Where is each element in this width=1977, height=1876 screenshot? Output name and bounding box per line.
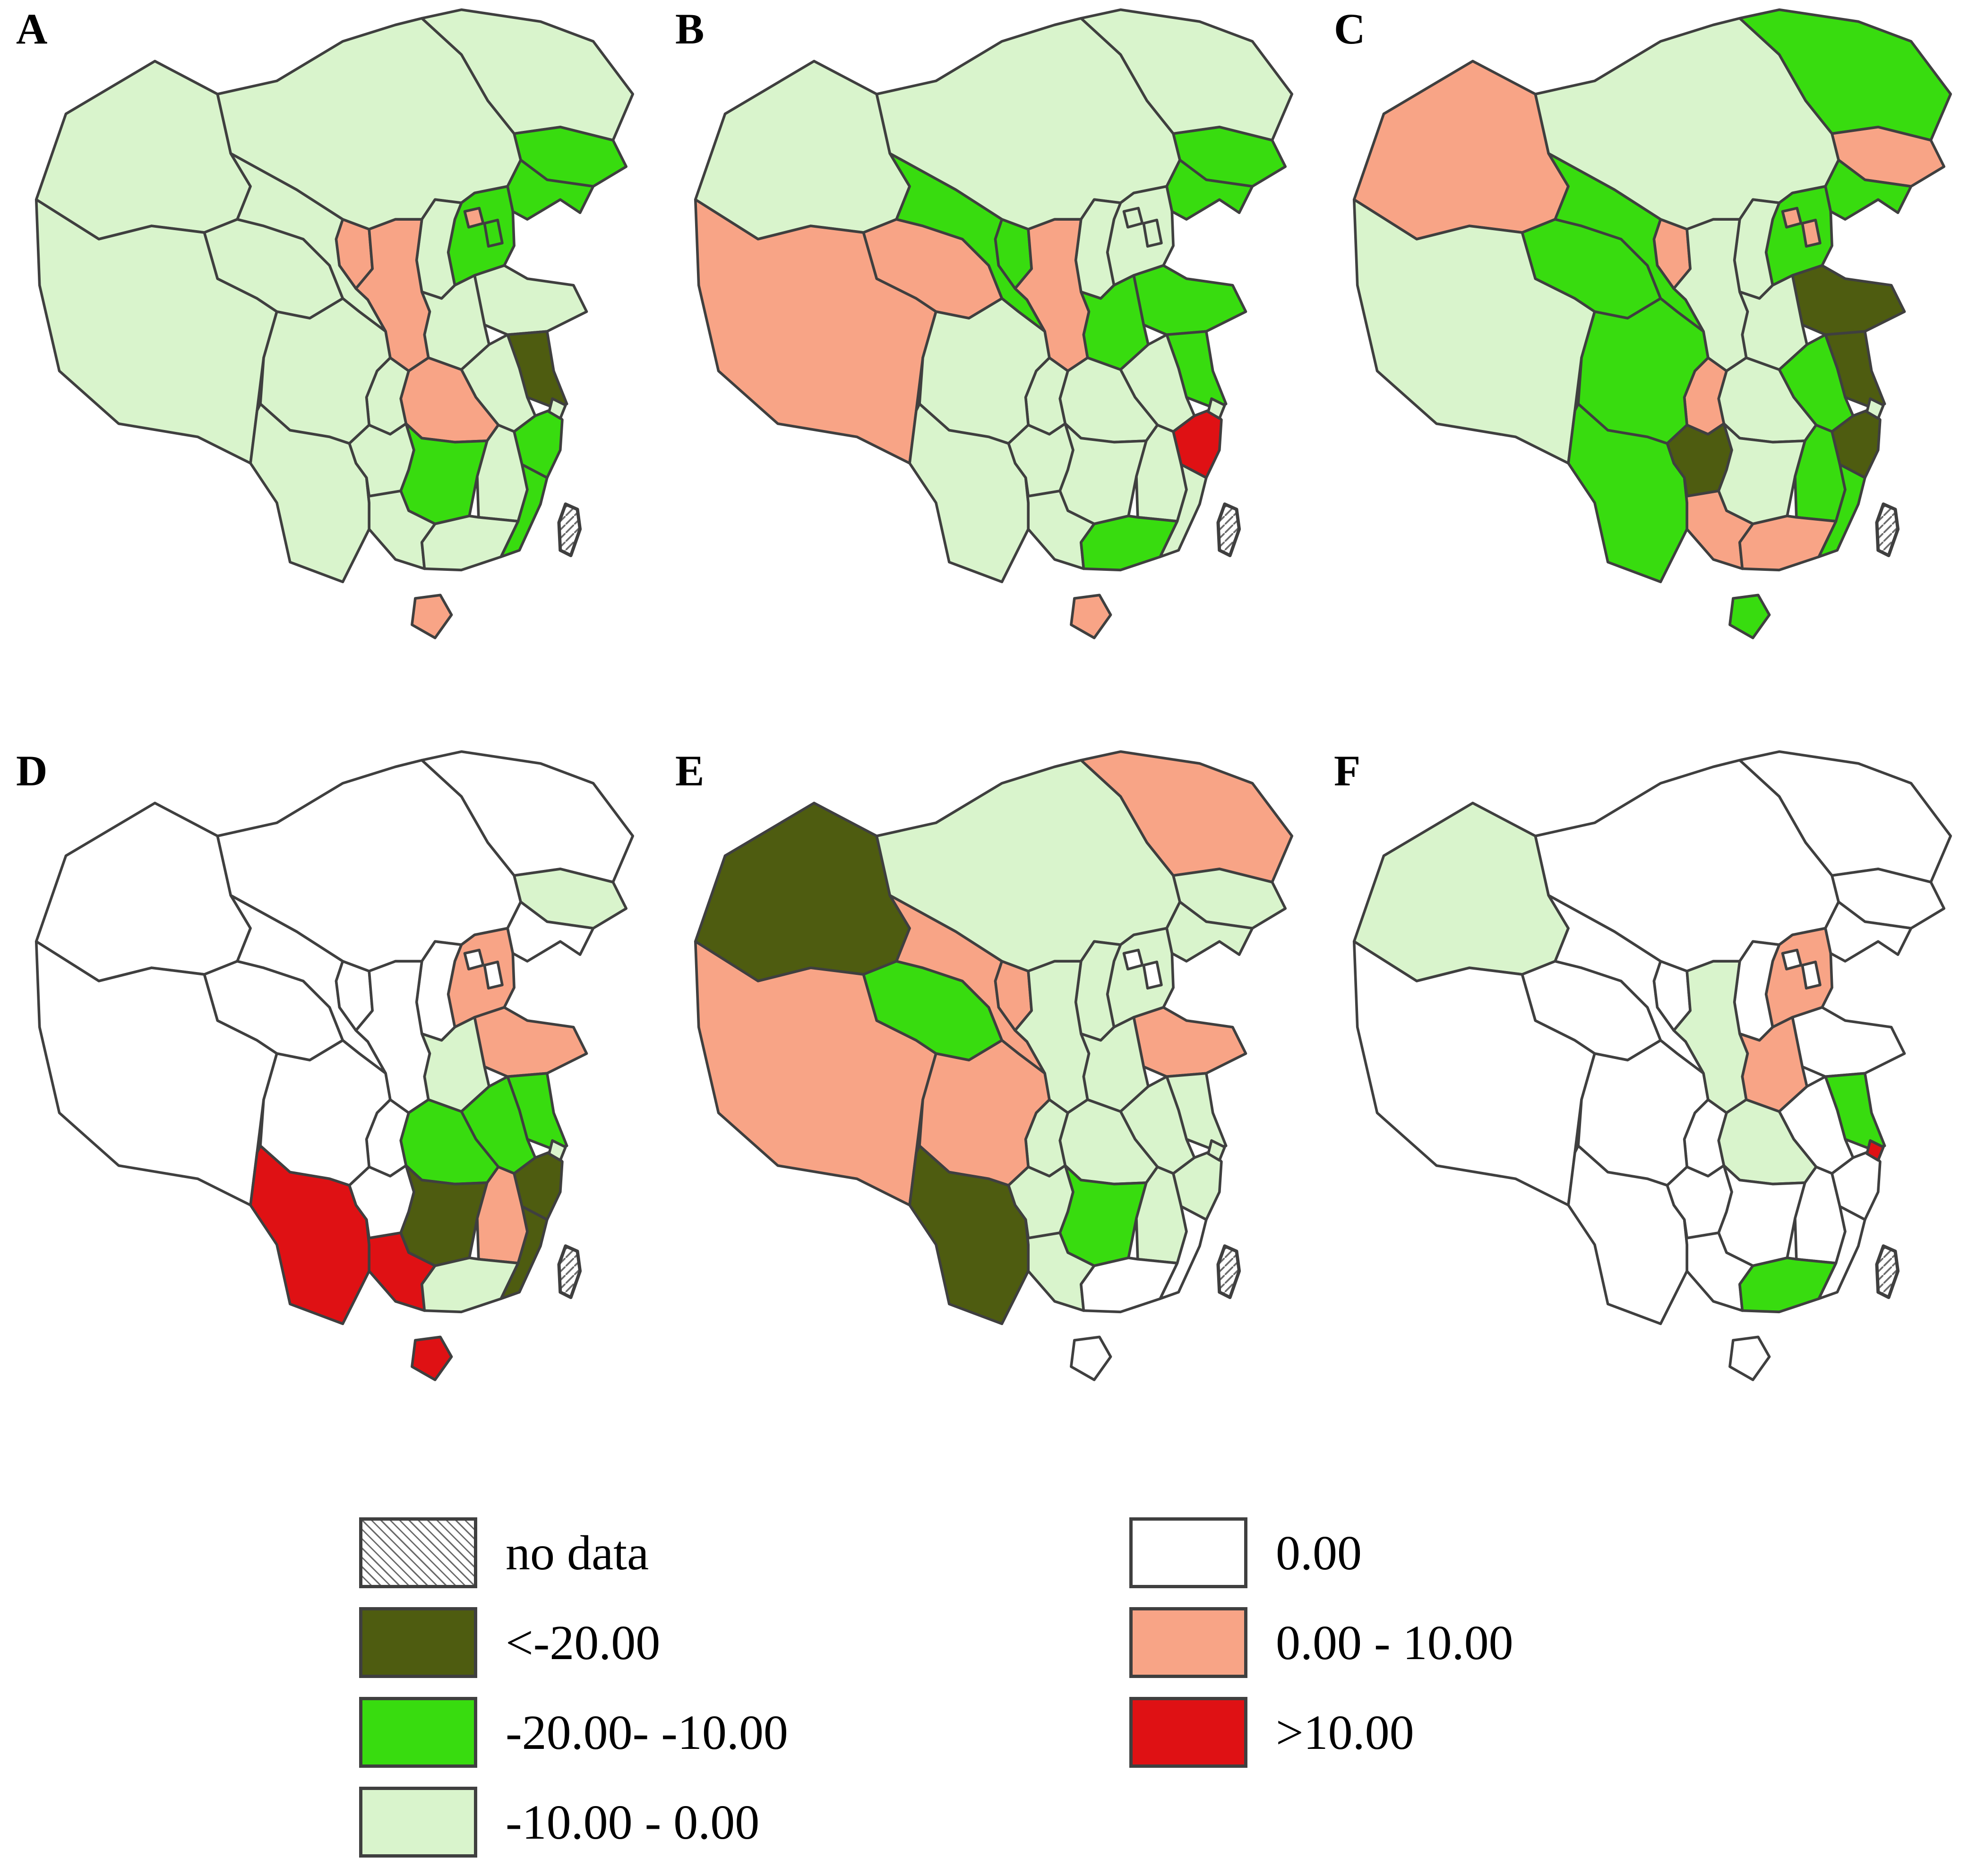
- province-hainan-c: [1728, 594, 1771, 639]
- province-xinjiang-a: [34, 60, 252, 241]
- province-tianjin-f: [1801, 960, 1822, 990]
- province-taiwan-d: [557, 1244, 582, 1299]
- province-shanghai-f: [1865, 1139, 1885, 1162]
- province-shandong-b: [1132, 264, 1247, 336]
- province-guangdong-b: [1080, 515, 1179, 572]
- province-xinjiang-b: [694, 60, 911, 241]
- province-beijing-c: [1781, 207, 1803, 229]
- legend-row-zero: 0.00: [1129, 1517, 1513, 1589]
- panel-label-d: D: [16, 747, 48, 795]
- province-hainan-b: [1070, 594, 1112, 639]
- legend-label-m20_m10: -20.00- -10.00: [506, 1705, 788, 1760]
- legend-label-zero: 0.00: [1276, 1525, 1362, 1580]
- china-map-f: [1352, 750, 1952, 1381]
- map-panel-f: F: [1318, 742, 1977, 1484]
- province-hainan-e: [1070, 1335, 1112, 1381]
- province-taiwan-a: [557, 502, 582, 558]
- province-shanghai-a: [548, 397, 567, 420]
- province-xinjiang-e: [694, 801, 911, 982]
- province-guangdong-e: [1080, 1256, 1179, 1314]
- province-beijing-d: [463, 948, 485, 971]
- legend-swatch-zero: [1129, 1517, 1247, 1588]
- province-tianjin-a: [483, 218, 504, 248]
- province-shandong-d: [473, 1006, 588, 1078]
- china-map-a: [34, 8, 634, 639]
- province-beijing-b: [1122, 207, 1144, 229]
- province-beijing-e: [1122, 948, 1144, 971]
- legend-column-right: 0.00 0.00 - 10.00 >10.00: [1129, 1517, 1513, 1786]
- province-shanghai-d: [548, 1139, 567, 1162]
- province-tianjin-d: [483, 960, 504, 990]
- province-tianjin-e: [1142, 960, 1163, 990]
- china-map-e: [694, 750, 1293, 1381]
- map-panel-d: D: [0, 742, 659, 1484]
- legend-row-m10_0: -10.00 - 0.00: [359, 1786, 788, 1858]
- legend-label-p0_10: 0.00 - 10.00: [1276, 1615, 1513, 1670]
- province-guangdong-f: [1738, 1256, 1838, 1314]
- legend-column-left: no data <-20.00 -20.00- -10.00 -10.00 - 0.0…: [359, 1517, 788, 1876]
- province-tianjin-c: [1801, 218, 1822, 248]
- legend-row-gt10: >10.00: [1129, 1696, 1513, 1768]
- province-shanghai-e: [1207, 1139, 1226, 1162]
- legend-swatch-no_data: [359, 1517, 477, 1588]
- panel-label-a: A: [16, 5, 48, 53]
- province-xinjiang-c: [1352, 60, 1570, 241]
- legend-row-p0_10: 0.00 - 10.00: [1129, 1607, 1513, 1678]
- province-shanghai-b: [1207, 397, 1226, 420]
- legend-row-no_data: no data: [359, 1517, 788, 1589]
- panel-label-f: F: [1334, 747, 1361, 795]
- province-shandong-e: [1132, 1006, 1247, 1078]
- province-shandong-c: [1791, 264, 1906, 336]
- legend-label-lt_m20: <-20.00: [506, 1615, 661, 1670]
- province-guangdong-d: [421, 1256, 520, 1314]
- legend-swatch-m10_0: [359, 1787, 477, 1858]
- province-hainan-f: [1728, 1335, 1771, 1381]
- province-shandong-a: [473, 264, 588, 336]
- legend-swatch-m20_m10: [359, 1697, 477, 1768]
- legend-swatch-lt_m20: [359, 1607, 477, 1678]
- province-taiwan-c: [1875, 502, 1900, 558]
- map-panel-c: C: [1318, 0, 1977, 742]
- panel-label-b: B: [675, 5, 705, 53]
- province-guangdong-c: [1738, 515, 1838, 572]
- map-panel-b: B: [659, 0, 1318, 742]
- province-hainan-a: [411, 594, 453, 639]
- province-xinjiang-f: [1352, 801, 1570, 982]
- china-map-b: [694, 8, 1293, 639]
- legend-label-gt10: >10.00: [1276, 1705, 1414, 1760]
- province-taiwan-b: [1216, 502, 1241, 558]
- province-hainan-d: [411, 1335, 453, 1381]
- legend-row-lt_m20: <-20.00: [359, 1607, 788, 1678]
- legend-swatch-p0_10: [1129, 1607, 1247, 1678]
- province-shandong-f: [1791, 1006, 1906, 1078]
- province-tianjin-b: [1142, 218, 1163, 248]
- province-guangdong-a: [421, 515, 520, 572]
- province-taiwan-f: [1875, 1244, 1900, 1299]
- province-beijing-a: [463, 207, 485, 229]
- legend-row-m20_m10: -20.00- -10.00: [359, 1696, 788, 1768]
- legend-swatch-gt10: [1129, 1697, 1247, 1768]
- panel-label-c: C: [1334, 5, 1366, 53]
- legend-label-no_data: no data: [506, 1525, 649, 1580]
- province-taiwan-e: [1216, 1244, 1241, 1299]
- legend-label-m10_0: -10.00 - 0.00: [506, 1795, 760, 1850]
- map-panel-e: E: [659, 742, 1318, 1484]
- map-panel-a: A: [0, 0, 659, 742]
- province-xinjiang-d: [34, 801, 252, 982]
- legend: no data <-20.00 -20.00- -10.00 -10.00 - 0.0…: [0, 1489, 1977, 1858]
- panel-label-e: E: [675, 747, 705, 795]
- china-map-c: [1352, 8, 1952, 639]
- china-map-d: [34, 750, 634, 1381]
- province-shanghai-c: [1865, 397, 1885, 420]
- province-beijing-f: [1781, 948, 1803, 971]
